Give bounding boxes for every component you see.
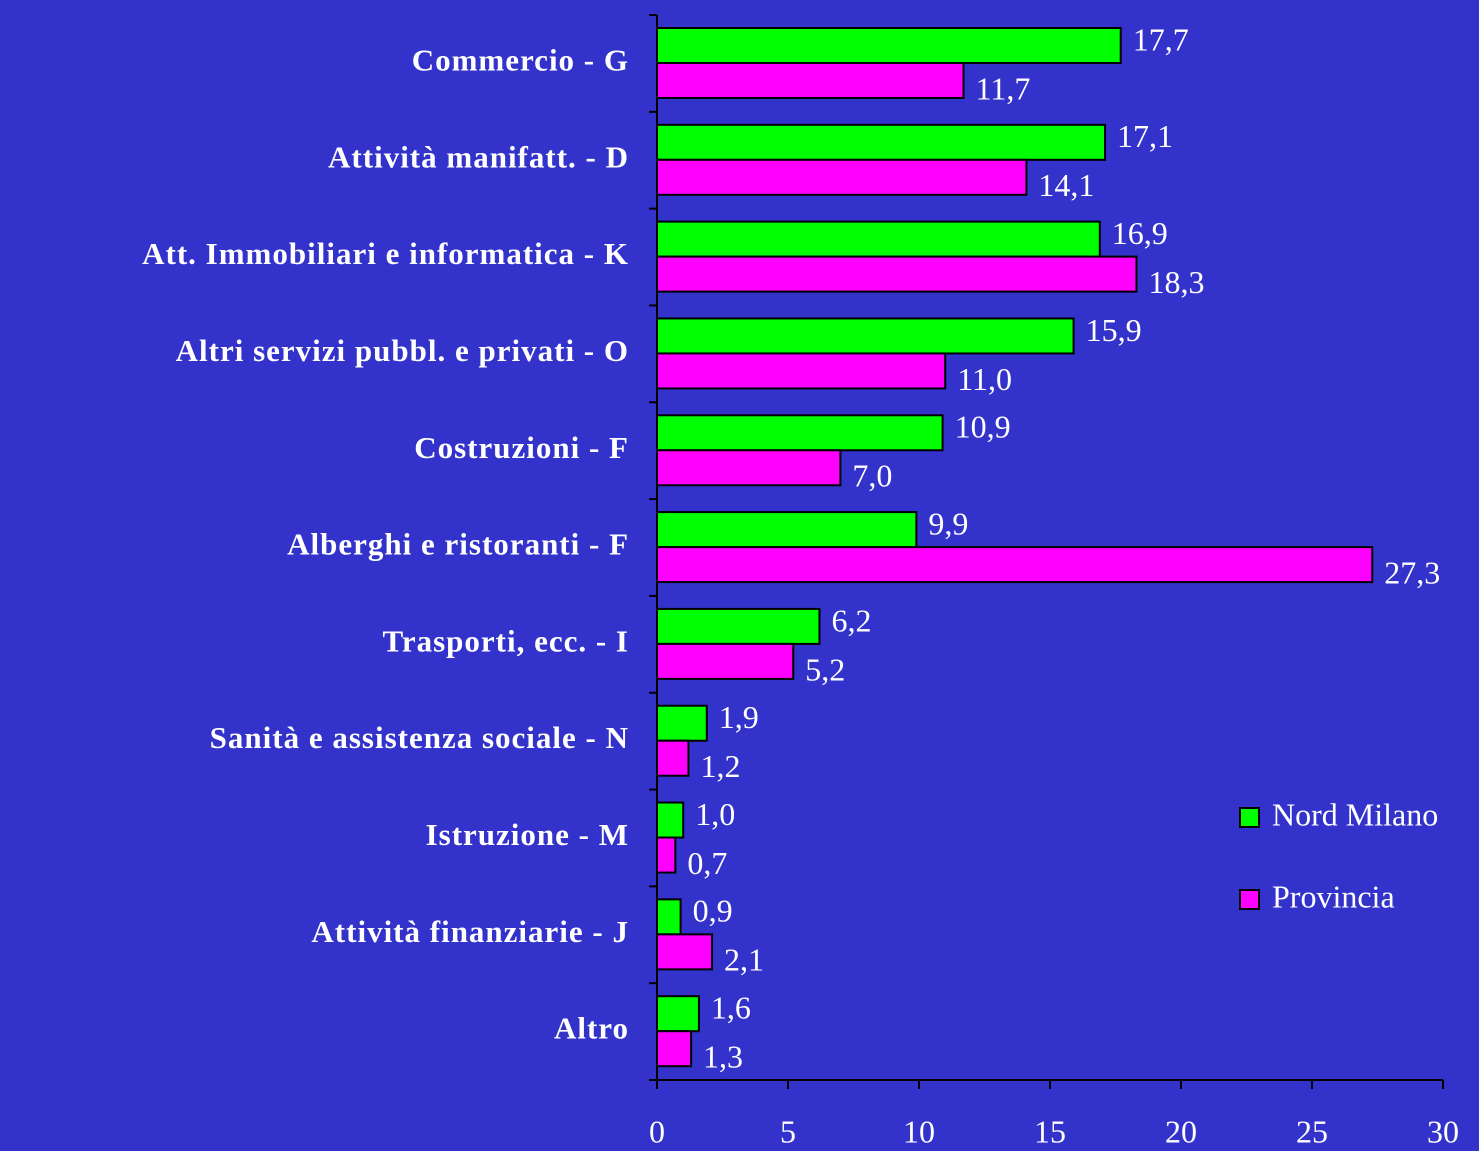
category-label: Altro bbox=[554, 1011, 629, 1046]
x-tick-label: 15 bbox=[1034, 1113, 1066, 1149]
value-label: 17,7 bbox=[1133, 21, 1189, 57]
bar bbox=[656, 352, 947, 390]
bar bbox=[656, 220, 1101, 258]
value-label: 11,0 bbox=[957, 361, 1012, 397]
category-label: Commercio - G bbox=[412, 43, 629, 78]
category-label: Costruzioni - F bbox=[414, 430, 629, 465]
value-label: 0,9 bbox=[693, 893, 733, 929]
bar bbox=[656, 546, 1374, 584]
bar bbox=[656, 933, 714, 971]
bar bbox=[656, 642, 795, 680]
bar bbox=[656, 704, 708, 742]
value-label: 2,1 bbox=[724, 942, 764, 978]
value-label: 1,3 bbox=[703, 1039, 743, 1075]
x-tick-label: 0 bbox=[649, 1113, 665, 1149]
value-label: 14,1 bbox=[1038, 167, 1094, 203]
bar bbox=[656, 607, 821, 645]
value-label: 1,2 bbox=[700, 748, 740, 784]
bar bbox=[656, 739, 690, 777]
value-label: 9,9 bbox=[928, 505, 968, 541]
bar bbox=[656, 255, 1138, 293]
bar bbox=[656, 836, 677, 874]
bar bbox=[656, 898, 682, 936]
category-label: Trasporti, ecc. - I bbox=[382, 623, 629, 658]
category-label: Att. Immobiliari e informatica - K bbox=[142, 236, 629, 271]
category-label: Altri servizi pubbl. e privati - O bbox=[176, 333, 629, 368]
x-tick-label: 25 bbox=[1296, 1113, 1328, 1149]
bar bbox=[656, 123, 1107, 161]
value-label: 16,9 bbox=[1112, 215, 1168, 251]
value-label: 7,0 bbox=[852, 458, 892, 494]
x-tick-label: 10 bbox=[903, 1113, 935, 1149]
value-label: 17,1 bbox=[1117, 118, 1173, 154]
bar bbox=[656, 62, 965, 99]
bar bbox=[656, 414, 944, 452]
value-label: 1,6 bbox=[711, 990, 751, 1026]
bar bbox=[656, 449, 842, 487]
category-label: Attività finanziarie - J bbox=[311, 914, 629, 949]
x-tick-label: 20 bbox=[1165, 1113, 1197, 1149]
legend-swatch bbox=[1239, 889, 1260, 910]
value-label: 0,7 bbox=[687, 845, 727, 881]
bar bbox=[656, 158, 1028, 196]
value-label: 6,2 bbox=[831, 602, 871, 638]
value-label: 1,9 bbox=[719, 699, 759, 735]
bar bbox=[656, 995, 700, 1033]
bar bbox=[656, 317, 1075, 355]
legend-swatch bbox=[1239, 807, 1260, 828]
legend-label: Provincia bbox=[1272, 878, 1395, 914]
category-label: Sanità e assistenza sociale - N bbox=[210, 720, 629, 755]
category-label: Attività manifatt. - D bbox=[328, 139, 629, 174]
value-label: 18,3 bbox=[1148, 264, 1204, 300]
value-label: 5,2 bbox=[805, 651, 845, 687]
value-label: 11,7 bbox=[976, 70, 1031, 106]
value-label: 15,9 bbox=[1086, 312, 1142, 348]
bar bbox=[656, 511, 918, 549]
bar bbox=[656, 801, 685, 839]
value-label: 1,0 bbox=[695, 796, 735, 832]
category-label: Alberghi e ristoranti - F bbox=[287, 527, 629, 562]
legend-label: Nord Milano bbox=[1272, 796, 1438, 832]
x-tick-label: 30 bbox=[1427, 1113, 1459, 1149]
bar bbox=[656, 27, 1122, 64]
category-label: Istruzione - M bbox=[426, 817, 629, 852]
value-label: 10,9 bbox=[955, 409, 1011, 445]
x-tick-label: 5 bbox=[780, 1113, 796, 1149]
value-label: 27,3 bbox=[1384, 554, 1440, 590]
bar bbox=[656, 1030, 693, 1068]
